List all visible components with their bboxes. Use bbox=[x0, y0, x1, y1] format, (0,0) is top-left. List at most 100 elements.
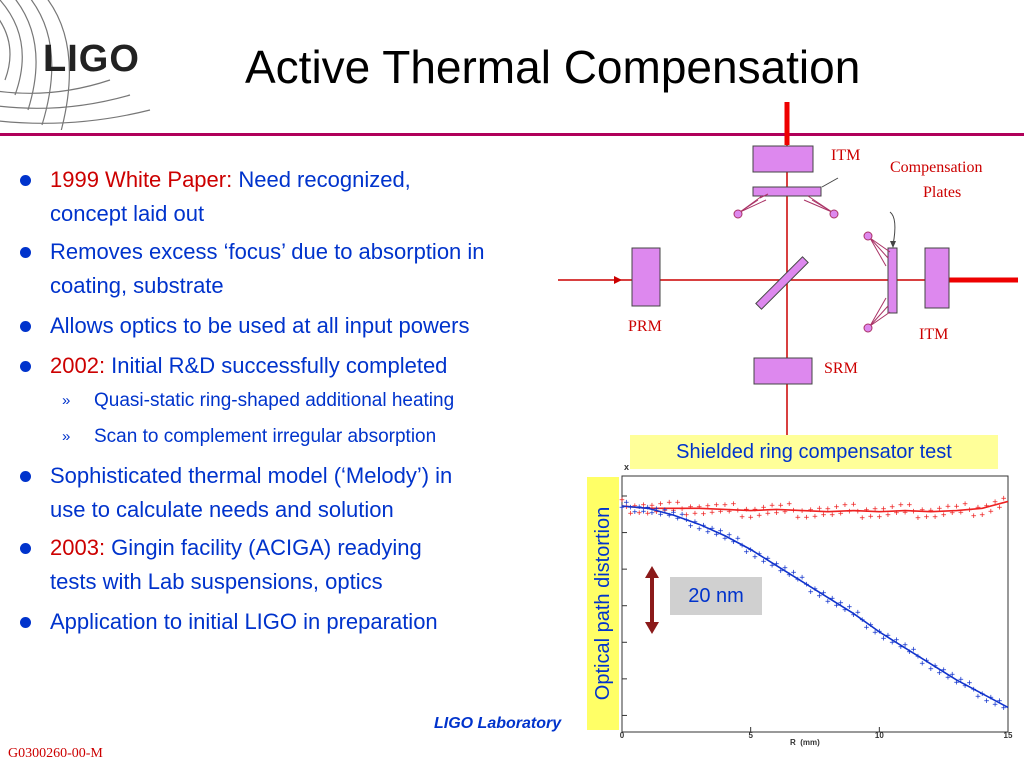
data-point: + bbox=[787, 571, 793, 581]
data-point: + bbox=[894, 635, 900, 645]
bullet-text: Initial R&D successfully completed bbox=[105, 353, 448, 378]
sub-bullet-item: » Quasi-static ring-shaped additional he… bbox=[14, 383, 634, 419]
data-point: + bbox=[718, 507, 724, 517]
data-point: + bbox=[885, 631, 891, 641]
data-point: + bbox=[636, 508, 642, 518]
data-point: + bbox=[868, 512, 874, 522]
data-point: + bbox=[774, 559, 780, 569]
bullet-text-continued: use to calculate needs and solution bbox=[50, 497, 394, 522]
data-point: + bbox=[791, 506, 797, 516]
data-point: + bbox=[988, 507, 994, 517]
data-point: + bbox=[941, 666, 947, 676]
compensation-plates-pointer bbox=[889, 211, 896, 246]
bullet-dot-icon bbox=[20, 361, 31, 372]
itm-top-optic bbox=[752, 145, 814, 173]
data-point: + bbox=[709, 508, 715, 518]
bullet-dot-icon bbox=[20, 247, 31, 258]
data-point: + bbox=[696, 525, 702, 535]
beamsplitter bbox=[755, 256, 809, 310]
data-point: + bbox=[671, 506, 677, 516]
data-point: + bbox=[859, 513, 865, 523]
sub-bullet-text: Scan to complement irregular absorption bbox=[94, 426, 437, 447]
data-point: + bbox=[817, 504, 823, 514]
data-point: + bbox=[722, 501, 728, 511]
data-point: + bbox=[915, 652, 921, 662]
data-point: + bbox=[928, 506, 934, 516]
srm-optic bbox=[753, 357, 813, 385]
data-point: + bbox=[889, 638, 895, 648]
bullet-dot-icon bbox=[20, 471, 31, 482]
data-point: + bbox=[877, 627, 883, 637]
data-point: + bbox=[889, 502, 895, 512]
footer-lab: LIGO Laboratory bbox=[434, 715, 562, 732]
bullet-text: Gingin facility (ACIGA) readying bbox=[105, 535, 422, 560]
data-point: + bbox=[851, 500, 857, 510]
x-tick-label: 0 bbox=[620, 731, 625, 740]
heater-right-icon bbox=[803, 195, 833, 213]
data-point: + bbox=[688, 522, 694, 532]
data-point: + bbox=[636, 502, 642, 512]
data-point: + bbox=[958, 508, 964, 518]
data-point: + bbox=[842, 605, 848, 615]
data-point: + bbox=[821, 511, 827, 521]
data-point: + bbox=[735, 506, 741, 516]
data-point: + bbox=[881, 504, 887, 514]
data-point: + bbox=[645, 503, 651, 513]
sub-bullet-marker: » bbox=[62, 392, 71, 409]
data-point: + bbox=[666, 511, 672, 521]
data-point: + bbox=[808, 505, 814, 515]
scale-arrow-up-icon bbox=[645, 566, 659, 578]
chart-title: Shielded ring compensator test bbox=[630, 435, 998, 469]
bullet-item: Removes excess ‘focus’ due to absorption… bbox=[14, 235, 634, 303]
data-point: + bbox=[709, 524, 715, 534]
data-point: + bbox=[684, 511, 690, 521]
bullet-dot-icon bbox=[20, 617, 31, 628]
prm-optic bbox=[631, 247, 661, 307]
data-point: + bbox=[791, 568, 797, 578]
x-tick-label: 10 bbox=[875, 731, 884, 740]
interferometer-diagram: ITM Compensation Plates PRM ITM SRM bbox=[558, 102, 1018, 435]
data-point: + bbox=[902, 641, 908, 651]
data-point: + bbox=[692, 509, 698, 519]
data-point: + bbox=[804, 513, 810, 523]
y-axis-top-label: x bbox=[624, 462, 629, 472]
data-point: + bbox=[624, 498, 630, 508]
x-tick-label: 15 bbox=[1004, 731, 1013, 740]
data-point: + bbox=[744, 548, 750, 558]
chart-ylabel-box: Optical path distortion bbox=[587, 477, 619, 730]
data-point: + bbox=[727, 531, 733, 541]
input-beam-arrow-icon bbox=[614, 276, 622, 284]
heater-lower-icon bbox=[869, 297, 891, 327]
data-point: + bbox=[752, 553, 758, 563]
data-point: + bbox=[834, 601, 840, 611]
data-point: + bbox=[859, 616, 865, 626]
data-point: + bbox=[649, 509, 655, 519]
data-point: + bbox=[701, 521, 707, 531]
data-point: + bbox=[847, 507, 853, 517]
series-layer: ++++++++++++++++++++++++++++++++++++++++… bbox=[619, 494, 1009, 713]
data-point: + bbox=[761, 557, 767, 567]
bullet-highlight: 2003: bbox=[50, 535, 106, 560]
data-point: + bbox=[962, 499, 968, 509]
data-point: + bbox=[872, 504, 878, 514]
bullet-dot-icon bbox=[20, 175, 31, 186]
data-point: + bbox=[632, 508, 638, 518]
title-divider bbox=[0, 133, 1024, 136]
data-point: + bbox=[821, 589, 827, 599]
data-point: + bbox=[924, 512, 930, 522]
data-point: + bbox=[718, 527, 724, 537]
scale-arrow-down-icon bbox=[645, 622, 659, 634]
bullet-highlight: 2002: bbox=[50, 353, 106, 378]
data-point: + bbox=[795, 513, 801, 523]
data-point: + bbox=[675, 514, 681, 524]
data-point: + bbox=[920, 659, 926, 669]
data-point: + bbox=[872, 628, 878, 638]
data-point: + bbox=[851, 611, 857, 621]
data-point: + bbox=[765, 509, 771, 519]
data-point: + bbox=[984, 696, 990, 706]
sub-bullet-marker: » bbox=[62, 428, 71, 445]
data-point: + bbox=[782, 507, 788, 517]
label-srm: SRM bbox=[824, 360, 858, 377]
data-point: + bbox=[679, 504, 685, 514]
